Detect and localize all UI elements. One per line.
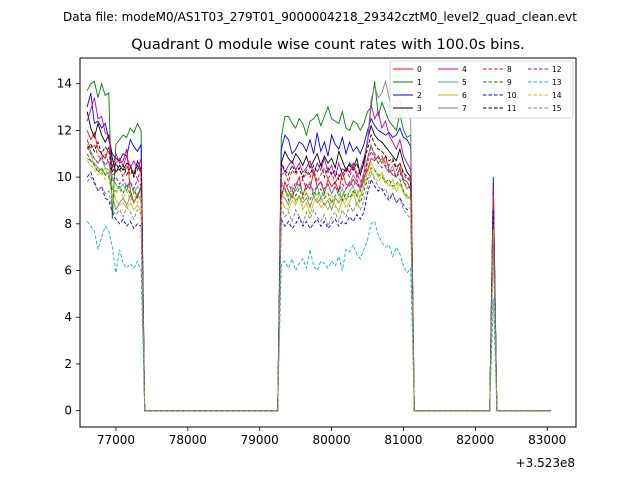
legend-label-3: 3: [417, 104, 422, 113]
axes-layer: 77000 78000 79000 80000 81000 82000 83000 0 2 4 6 8…: [57, 77, 567, 447]
y-tick-label: 14: [57, 77, 72, 91]
series-layer: [86, 79, 551, 412]
legend-label-7: 7: [462, 104, 467, 113]
legend-label-12: 12: [552, 65, 562, 74]
legend-label-6: 6: [462, 91, 467, 100]
legend-label-11: 11: [507, 104, 517, 113]
legend-label-9: 9: [507, 78, 512, 87]
legend-label-1: 1: [417, 78, 422, 87]
x-tick-label: 82000: [456, 433, 494, 447]
chart-title: Quadrant 0 module wise count rates with …: [131, 37, 525, 53]
legend-label-15: 15: [552, 104, 562, 113]
y-tick-label: 6: [64, 264, 72, 278]
y-tick-label: 2: [64, 357, 72, 371]
legend-label-4: 4: [462, 65, 467, 74]
x-tick-label: 83000: [528, 433, 566, 447]
x-tick-label: 81000: [384, 433, 422, 447]
legend-label-0: 0: [417, 65, 422, 74]
y-tick-label: 4: [64, 310, 72, 324]
x-offset-label: +3.523e8: [516, 456, 575, 470]
y-tick-label: 8: [64, 217, 72, 231]
series-line-10: [86, 171, 551, 412]
legend-label-13: 13: [552, 78, 562, 87]
y-tick-label: 12: [57, 123, 72, 137]
y-tick-label: 10: [57, 170, 72, 184]
legend-box: [389, 60, 574, 119]
x-tick-label: 80000: [313, 433, 351, 447]
x-tick-label: 77000: [97, 433, 135, 447]
legend-label-2: 2: [417, 91, 422, 100]
series-line-15: [86, 171, 551, 412]
x-tick-label: 79000: [241, 433, 279, 447]
legend-label-8: 8: [507, 65, 512, 74]
legend-label-5: 5: [462, 78, 467, 87]
legend-label-10: 10: [507, 91, 517, 100]
legend-label-14: 14: [552, 91, 562, 100]
y-tick-label: 0: [64, 404, 72, 418]
data-file-label: Data file: modeM0/AS1T03_279T01_90000042…: [63, 10, 577, 24]
x-tick-label: 78000: [169, 433, 207, 447]
series-line-13: [86, 220, 551, 412]
plot-frame: [79, 57, 577, 428]
